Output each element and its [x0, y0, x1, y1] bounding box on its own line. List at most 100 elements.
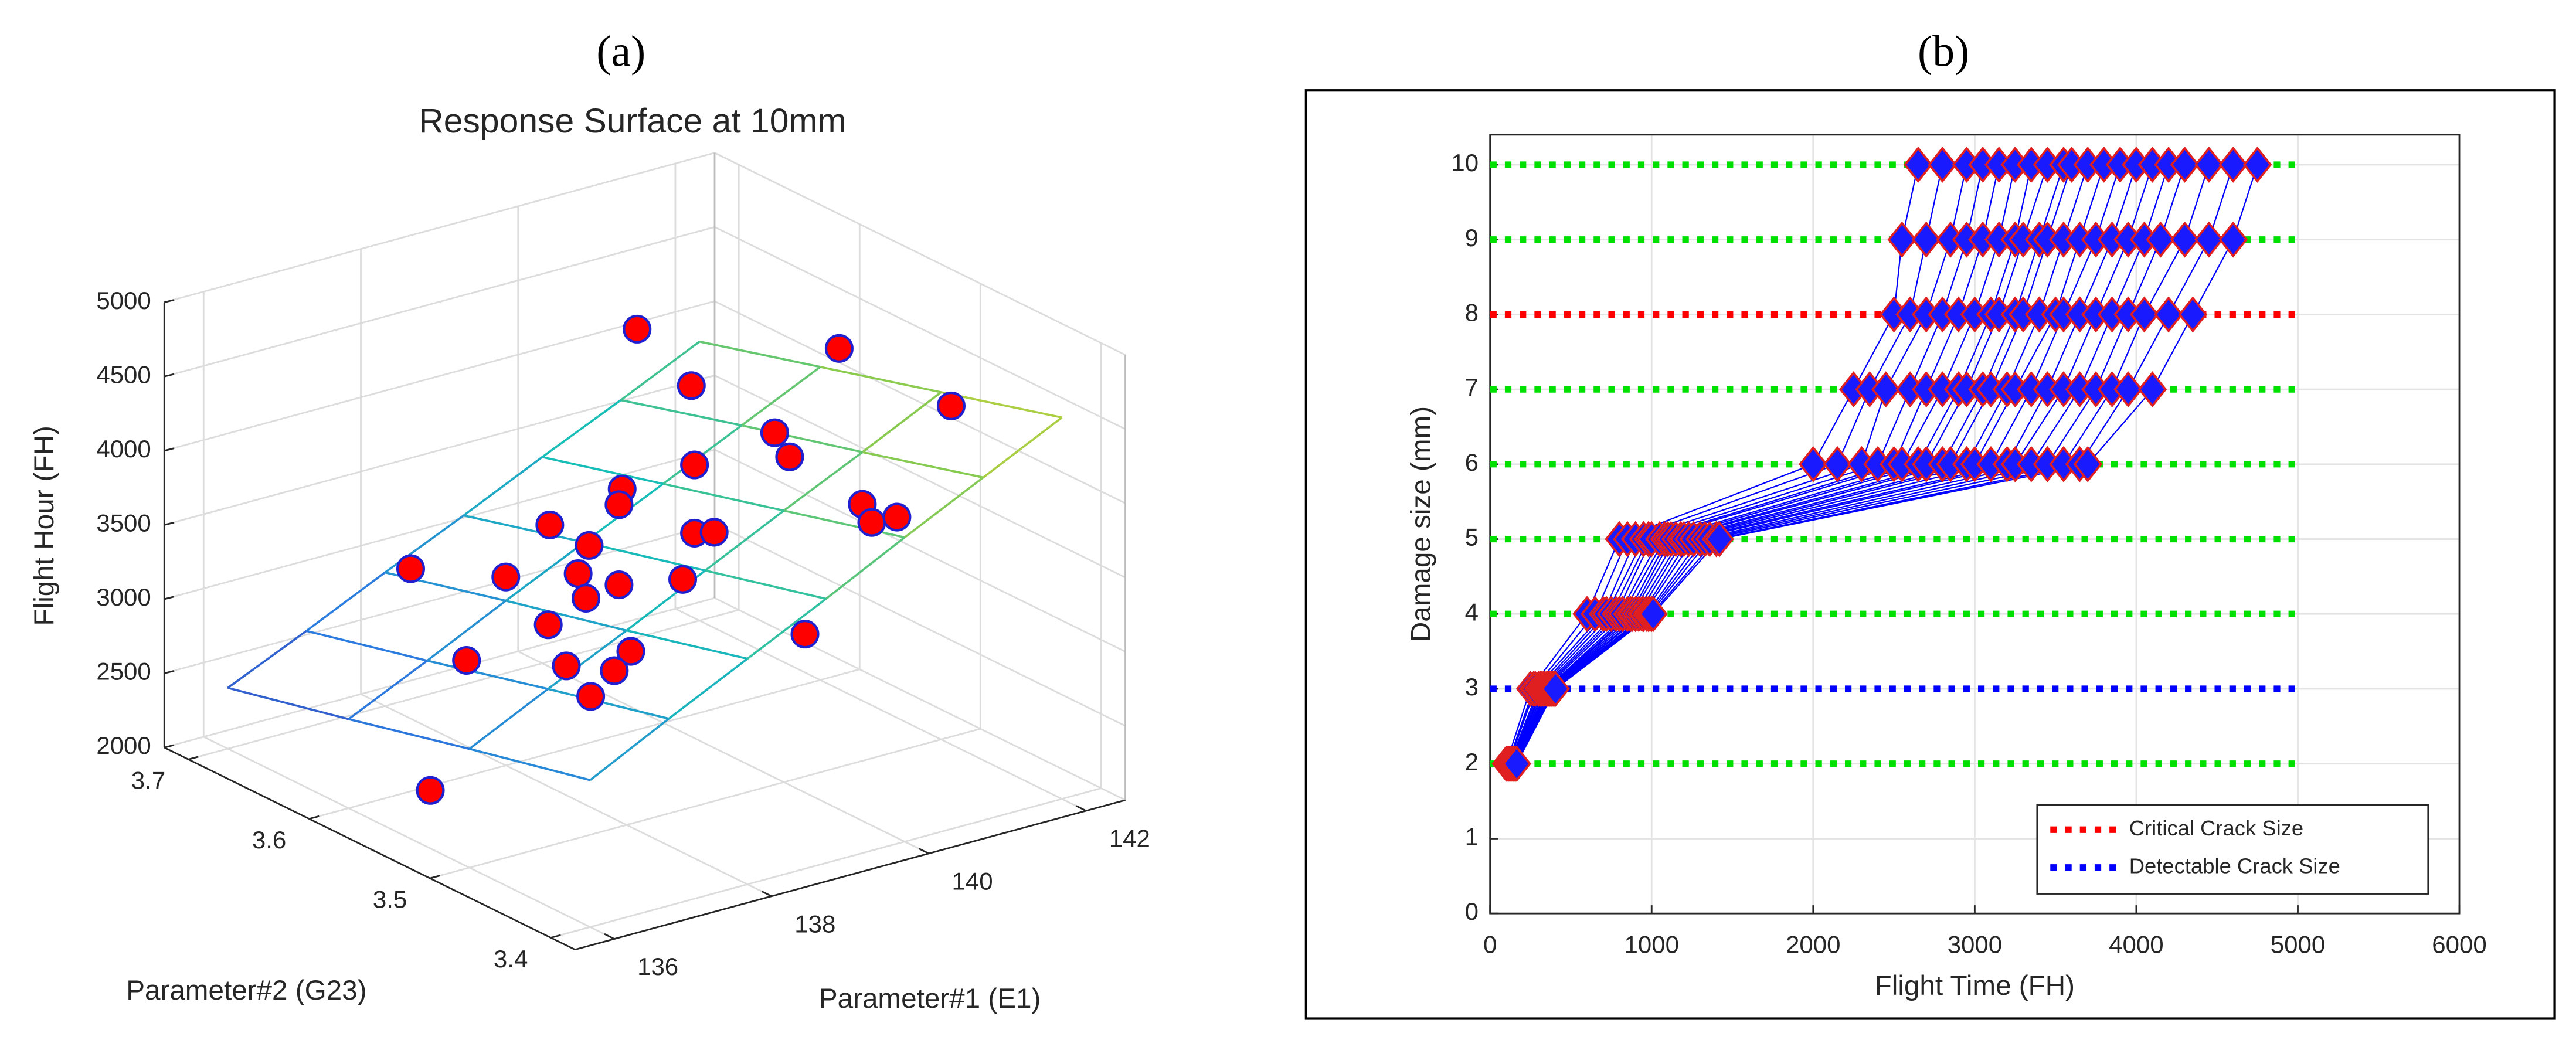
tick-mark: [164, 373, 175, 378]
y-tick-label: 8: [1465, 298, 1479, 326]
grid-line: [675, 608, 1087, 812]
z-tick-label: 2500: [96, 658, 151, 685]
grid-line: [714, 226, 1126, 430]
tick-mark: [761, 891, 772, 897]
axes-box: [1489, 134, 2461, 915]
grid-line: [203, 736, 615, 940]
diamond-marker: [1887, 221, 1917, 258]
data-point: [572, 583, 601, 613]
diamond-marker: [2218, 147, 2248, 183]
data-point: [616, 637, 645, 666]
surface-mesh: [741, 366, 821, 427]
data-point: [552, 651, 581, 681]
surface-mesh: [662, 482, 784, 512]
z-tick-label: 3000: [96, 583, 151, 611]
surface-mesh: [862, 451, 984, 479]
grid-line: [714, 448, 1126, 652]
z-tick-label: 5000: [96, 287, 151, 314]
y-tick-label: 6: [1465, 448, 1479, 476]
y-tick-label: 2: [1465, 748, 1479, 776]
surface-mesh: [463, 514, 585, 543]
panel-label: (b): [1918, 28, 1969, 76]
y-tick-label: 9: [1465, 224, 1479, 251]
y-tick-label: 3.7: [131, 767, 165, 794]
data-point: [600, 656, 629, 685]
surface-mesh: [668, 658, 748, 720]
surface-mesh: [468, 688, 549, 750]
surface-mesh: [348, 660, 428, 720]
y-tick-label: 3.5: [373, 885, 407, 913]
legend-label: Critical Crack Size: [2129, 816, 2303, 840]
y-axis-label: Parameter#2 (G23): [126, 975, 366, 1006]
data-point: [396, 554, 426, 583]
surface-mesh: [469, 747, 591, 781]
x-tick-label: 0: [1483, 930, 1497, 958]
z-tick-label: 4000: [96, 435, 151, 463]
x-tick-label: 3000: [1948, 930, 2002, 958]
diamond-marker: [2178, 296, 2208, 333]
surface-mesh: [783, 451, 864, 512]
grid-line: [714, 300, 1126, 504]
data-point: [604, 570, 634, 600]
tick-mark: [164, 669, 175, 674]
data-point: [668, 565, 698, 594]
y-tick-label: 3.6: [252, 826, 286, 854]
tick-mark: [918, 848, 929, 855]
z-tick-label: 4500: [96, 361, 151, 388]
surface-mesh: [427, 660, 549, 690]
data-point: [857, 508, 886, 537]
data-point: [882, 502, 912, 532]
surface-mesh: [783, 509, 905, 539]
data-point: [623, 314, 652, 344]
tick-mark: [164, 596, 175, 600]
grid-line: [714, 523, 1126, 727]
axis-line: [575, 799, 1126, 951]
diamond-marker: [2218, 221, 2248, 258]
surface-mesh: [983, 416, 1063, 478]
x-tick-label: 1000: [1625, 930, 1679, 958]
surface-mesh: [589, 718, 670, 781]
z-tick-label: 3500: [96, 509, 151, 537]
data-point: [699, 518, 729, 547]
legend-label: Detectable Crack Size: [2129, 854, 2340, 878]
panel-label: (a): [596, 28, 645, 76]
panel-frame: [1304, 89, 2556, 1020]
axis-line: [164, 746, 576, 951]
surface-mesh: [227, 630, 307, 689]
surface-mesh: [699, 340, 821, 368]
x-tick-label: 6000: [2432, 930, 2486, 958]
tick-mark: [1076, 805, 1087, 812]
data-point: [824, 334, 854, 363]
y-tick-label: 7: [1465, 373, 1479, 401]
x-tick-label: 140: [952, 867, 993, 895]
surface-mesh: [306, 630, 428, 662]
surface-mesh: [820, 366, 942, 393]
diamond-marker: [2170, 221, 2200, 258]
surface-mesh: [505, 599, 627, 632]
x-tick-label: 136: [637, 953, 678, 980]
y-tick-label: 3: [1465, 673, 1479, 701]
diamond-marker: [2170, 147, 2200, 183]
surface-mesh: [426, 600, 507, 662]
z-axis-label: Flight Hour (FH): [29, 426, 60, 626]
x-tick-label: 5000: [2271, 930, 2325, 958]
diamond-marker: [2073, 446, 2103, 482]
diamond-marker: [2129, 296, 2159, 333]
data-point: [416, 776, 445, 805]
tick-mark: [164, 521, 175, 526]
grid-line: [360, 693, 772, 897]
data-point: [491, 562, 521, 592]
diamond-marker: [1928, 147, 1957, 183]
data-point: [790, 620, 820, 649]
tick-mark: [550, 934, 561, 939]
x-tick-label: 2000: [1786, 930, 1840, 958]
surface-mesh: [542, 456, 664, 485]
data-point: [575, 531, 604, 560]
surface-mesh: [227, 686, 349, 720]
data-point: [936, 391, 966, 420]
data-point: [604, 490, 634, 519]
surface-mesh: [704, 509, 785, 572]
surface-mesh: [505, 541, 585, 602]
surface-mesh: [305, 572, 386, 632]
data-point: [677, 371, 706, 400]
